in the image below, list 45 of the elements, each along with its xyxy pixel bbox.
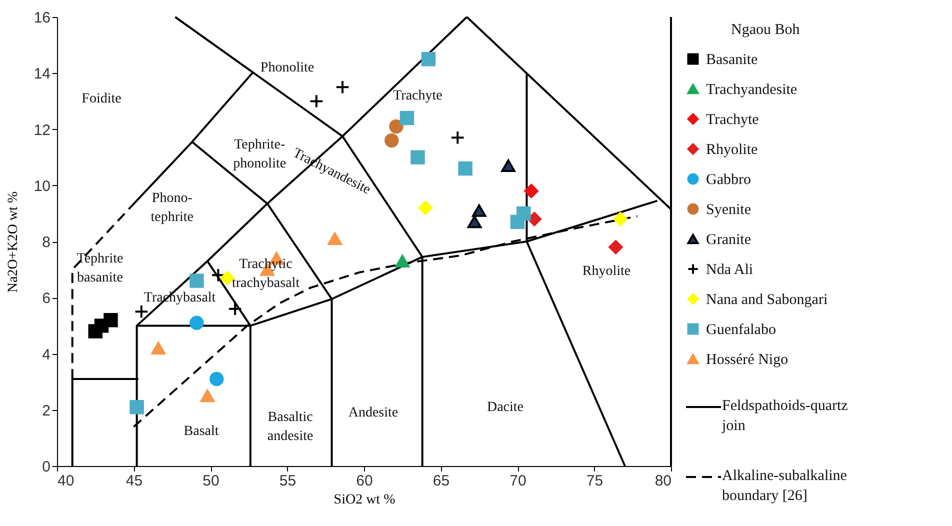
y-tick-label: 10 <box>34 178 50 195</box>
legend-label: Nda Ali <box>706 262 754 278</box>
legend-label: Alkaline-subalkaline boundary [26] <box>722 468 848 504</box>
annotation: Trachyte <box>393 88 442 104</box>
legend-label: Feldspathoids-quartz join <box>721 398 848 434</box>
legend-label: Basanite <box>706 52 758 68</box>
annotation: Tephrite basanite <box>76 251 124 286</box>
x-tick-label: 55 <box>279 472 296 490</box>
x-tick-label: 80 <box>654 472 672 490</box>
y-tick-label: 12 <box>34 122 50 139</box>
x-tick-label: 70 <box>510 472 526 490</box>
legend-label: Guenfalabo <box>706 322 776 338</box>
y-tick-label: 4 <box>42 346 50 364</box>
annotation: Rhyolite <box>582 264 631 279</box>
y-axis-title: Na2O+K2O wt % <box>6 191 21 293</box>
annotation: Phonolite <box>260 60 314 76</box>
annotation: Phono- tephrite <box>150 191 194 226</box>
x-tick-label: 65 <box>432 472 450 490</box>
annotation: Andesite <box>348 406 398 421</box>
x-tick-label: 40 <box>58 472 74 490</box>
annotation: Basalt <box>184 424 219 439</box>
legend-title: Ngaou Boh <box>731 22 800 38</box>
annotation: Basaltic andesite <box>267 410 314 444</box>
legend-label: Gabbro <box>706 172 751 188</box>
y-tick-label: 14 <box>34 66 50 83</box>
y-tick-label: 6 <box>42 290 50 308</box>
annotation: Foidite <box>82 91 122 106</box>
x-tick-label: 60 <box>356 472 373 490</box>
y-tick-label: 8 <box>42 234 50 251</box>
y-tick-label: 0 <box>42 458 50 476</box>
legend-label: Hosséré Nigo <box>706 352 788 368</box>
annotation: Tephrite- phonolite <box>233 138 286 172</box>
x-tick-label: 50 <box>202 472 220 490</box>
legend-label: Nana and Sabongari <box>706 292 828 308</box>
legend-label: Syenite <box>706 202 752 218</box>
legend-label: Trachyte <box>706 112 760 128</box>
x-axis-title: SiO2 wt % <box>334 492 396 508</box>
y-tick-label: 2 <box>42 402 50 420</box>
x-tick-label: 75 <box>586 472 604 490</box>
annotation: Dacite <box>486 400 524 416</box>
x-tick-label: 45 <box>126 472 143 490</box>
legend-label: Trachyandesite <box>706 82 798 98</box>
legend-label: Rhyolite <box>706 142 758 158</box>
legend-label: Granite <box>706 232 752 248</box>
y-tick-label: 16 <box>34 10 50 26</box>
